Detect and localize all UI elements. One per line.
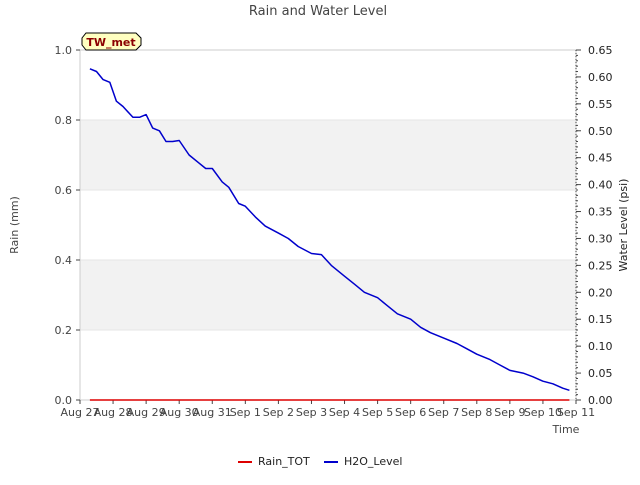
series-layer [89, 68, 570, 401]
y-axis-right: 0.00 0.05 0.10 0.15 0.20 0.25 0.30 0.35 0.40 0.45… [575, 44, 613, 407]
x-tick-label: Sep 5 [362, 406, 393, 419]
y-axis-label-right: Water Level (psi) [617, 179, 630, 272]
y-right-tick-label: 0.20 [588, 286, 613, 299]
grid-band [80, 120, 576, 190]
y-right-tick-label: 0.45 [588, 152, 613, 165]
y-axis-label-left: Rain (mm) [8, 196, 21, 254]
x-tick-label: Sep 7 [428, 406, 459, 419]
x-tick-label: Aug 30 [160, 406, 199, 419]
grid-band [80, 260, 576, 330]
y-axis-left: 0.0 0.2 0.4 0.6 0.8 1.0 [55, 44, 80, 407]
y-right-tick-label: 0.05 [588, 367, 613, 380]
x-axis-label: Time [552, 423, 580, 436]
y-left-tick-label: 0.6 [55, 184, 73, 197]
y-right-tick-label: 0.60 [588, 71, 613, 84]
y-left-tick-label: 0.4 [55, 254, 73, 267]
y-right-tick-label: 0.15 [588, 313, 613, 326]
legend-label-h2o: H2O_Level [344, 455, 402, 468]
y-right-tick-label: 0.35 [588, 206, 613, 219]
legend-label-rain: Rain_TOT [258, 455, 310, 468]
station-label-badge: TW_met [81, 32, 142, 51]
y-left-tick-label: 0.2 [55, 324, 73, 337]
station-label: TW_met [86, 36, 135, 49]
x-tick-label: Sep 1 [230, 406, 261, 419]
y-right-tick-label: 0.00 [588, 394, 613, 407]
y-right-tick-label: 0.10 [588, 340, 613, 353]
x-tick-label: Aug 28 [94, 406, 133, 419]
x-tick-label: Aug 29 [127, 406, 166, 419]
x-tick-label: Sep 3 [296, 406, 327, 419]
y-right-tick-label: 0.30 [588, 232, 613, 245]
x-tick-label: Sep 10 [524, 406, 562, 419]
x-tick-label: Sep 8 [461, 406, 492, 419]
grid-bands [80, 49, 576, 401]
y-right-tick-label: 0.55 [588, 98, 613, 111]
y-right-tick-label: 0.40 [588, 179, 613, 192]
y-right-tick-label: 0.50 [588, 125, 613, 138]
x-tick-label: Sep 2 [263, 406, 294, 419]
x-tick-label: Sep 9 [494, 406, 525, 419]
x-tick-label: Sep 6 [395, 406, 426, 419]
series-line-h2o-level [89, 68, 570, 392]
chart-title: Rain and Water Level [249, 4, 387, 19]
y-left-tick-label: 0.8 [55, 114, 73, 127]
y-right-tick-label: 0.25 [588, 259, 613, 272]
plot-background [80, 50, 576, 400]
x-tick-label: Aug 27 [61, 406, 100, 419]
y-left-tick-label: 1.0 [55, 44, 73, 57]
legend: Rain_TOT H2O_Level [238, 455, 402, 468]
y-right-tick-label: 0.65 [588, 44, 613, 57]
x-tick-label: Sep 11 [557, 406, 595, 419]
x-tick-label: Sep 4 [329, 406, 360, 419]
y-left-tick-label: 0.0 [55, 394, 73, 407]
x-tick-label: Aug 31 [193, 406, 232, 419]
